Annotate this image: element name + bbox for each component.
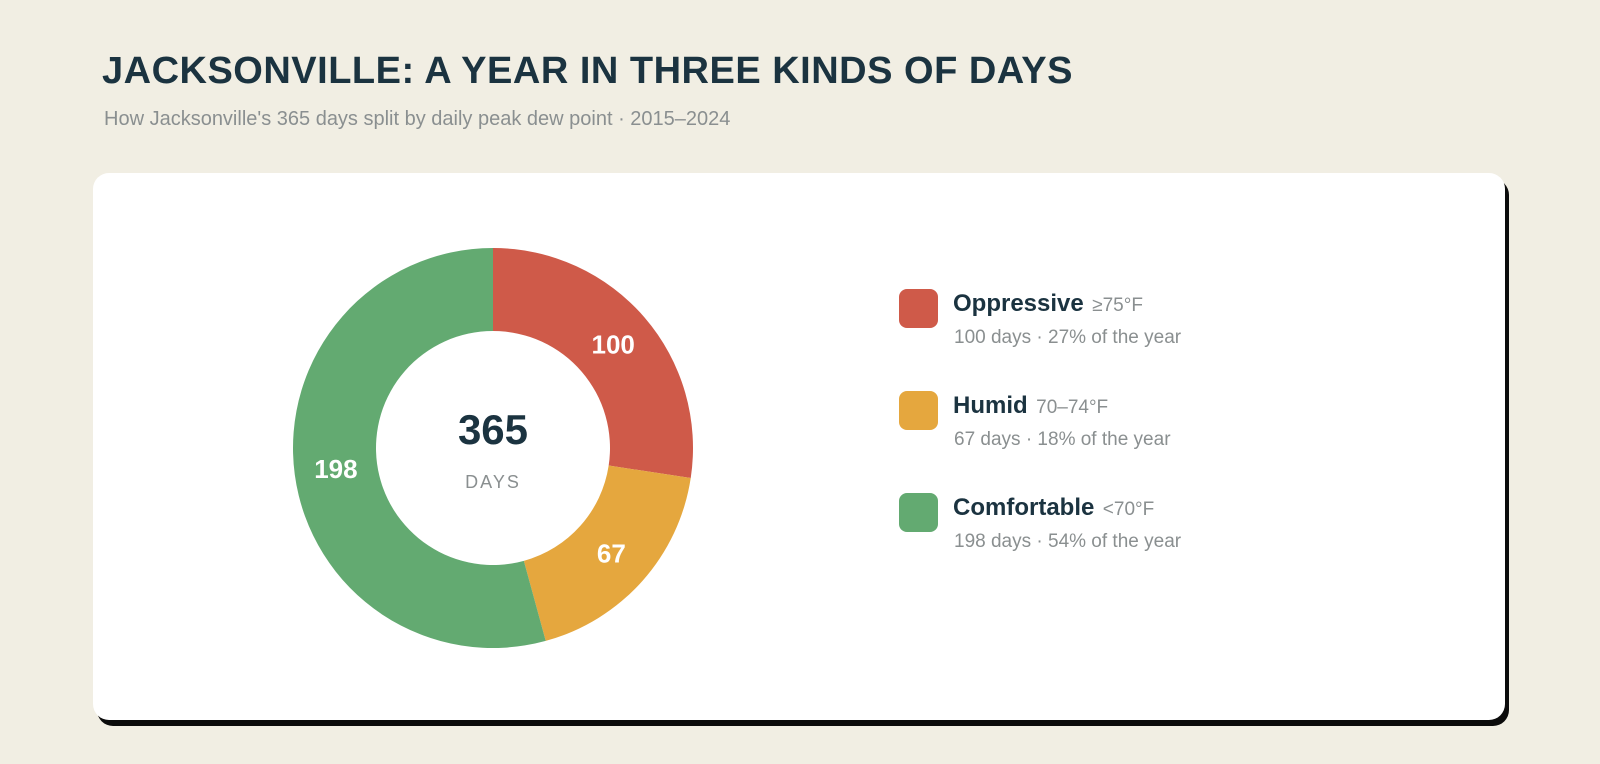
slice-label-oppressive: 100: [591, 330, 634, 360]
chart-title: JACKSONVILLE: A YEAR IN THREE KINDS OF D…: [102, 50, 1073, 92]
donut-chart: 100 67 198 365 DAYS: [293, 248, 693, 648]
legend-name-humid: Humid: [953, 392, 1028, 419]
slice-oppressive: [493, 248, 693, 479]
slice-comfortable: [293, 248, 546, 648]
slice-label-comfortable: 198: [314, 454, 357, 484]
center-total-value: 365: [458, 406, 528, 453]
slice-humid: [523, 465, 691, 641]
slice-label-humid: 67: [597, 538, 626, 568]
center-total-label: DAYS: [465, 472, 521, 492]
legend-swatch-oppressive: [899, 289, 938, 328]
chart-card: 100 67 198 365 DAYS Oppressive ≥75°F 100 d…: [93, 173, 1505, 720]
legend-detail-oppressive: 100 days · 27% of the year: [954, 327, 1182, 348]
legend-name-comfortable: Comfortable: [953, 494, 1095, 521]
legend-detail-humid: 67 days · 18% of the year: [954, 429, 1171, 450]
legend-range-humid: 70–74°F: [1036, 397, 1109, 418]
chart-subtitle: How Jacksonville's 365 days split by dai…: [104, 108, 731, 130]
legend-range-comfortable: <70°F: [1102, 499, 1155, 520]
legend-detail-comfortable: 198 days · 54% of the year: [954, 531, 1182, 552]
legend-swatch-humid: [899, 391, 938, 430]
legend-range-oppressive: ≥75°F: [1092, 295, 1143, 316]
legend-name-oppressive: Oppressive: [953, 290, 1084, 317]
legend-swatch-comfortable: [899, 493, 938, 532]
